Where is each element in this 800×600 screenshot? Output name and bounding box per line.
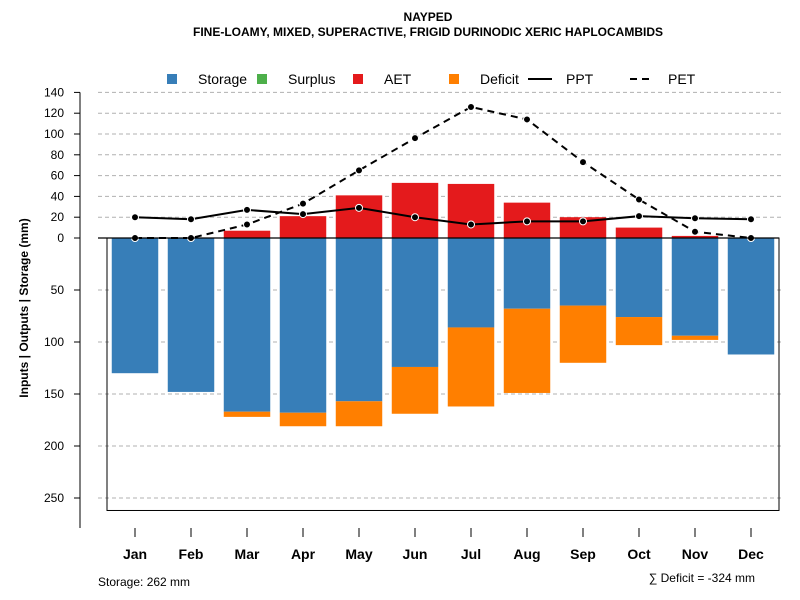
y-tick-label: 0 (57, 231, 64, 245)
aet-bar (615, 227, 663, 238)
pet-point (299, 199, 307, 208)
ppt-point (635, 212, 643, 221)
deficit-bar (559, 305, 607, 363)
legend-label-storage: Storage (198, 71, 247, 87)
ppt-point (747, 215, 755, 224)
legend: Storage Surplus AET Deficit PPT PET (167, 71, 696, 87)
legend-label-surplus: Surplus (288, 71, 335, 87)
ppt-point (131, 213, 139, 222)
deficit-bar (615, 317, 663, 346)
ppt-point (299, 210, 307, 219)
y-tick-label: 150 (44, 387, 64, 401)
axes: 0 20 40 60 80 100 120 140 50 100 150 200 250 Jan Feb Ma… (44, 85, 780, 562)
aet-bar (223, 230, 271, 238)
y-tick-label: 100 (44, 335, 64, 349)
storage-bar (503, 238, 551, 309)
y-tick-label: 60 (51, 169, 65, 183)
storage-bar (335, 238, 383, 402)
y-tick-label: 140 (44, 85, 64, 99)
storage-bar (447, 238, 495, 328)
storage-bar (111, 238, 159, 374)
legend-swatch-aet (353, 74, 363, 84)
storage-bar (279, 238, 327, 413)
deficit-bar (223, 411, 271, 417)
x-tick-label: Nov (682, 546, 709, 562)
storage-footer: Storage: 262 mm (98, 575, 190, 589)
storage-bar (167, 238, 215, 392)
legend-swatch-deficit (449, 74, 459, 84)
pet-point (355, 166, 363, 175)
lines (131, 102, 755, 242)
storage-bar (391, 238, 439, 367)
deficit-bar (335, 401, 383, 427)
pet-line (135, 105, 752, 239)
aet-bar (279, 216, 327, 238)
ppt-point (355, 203, 363, 212)
aet-bar (671, 235, 719, 238)
legend-label-ppt: PPT (566, 71, 594, 87)
pet-point (579, 158, 587, 167)
storage-bar (223, 238, 271, 412)
ppt-point (411, 213, 419, 222)
aet-bar (391, 182, 439, 238)
x-tick-label: Dec (738, 546, 764, 562)
y-tick-label: 120 (44, 106, 64, 120)
storage-bar (559, 238, 607, 306)
ppt-point (467, 220, 475, 229)
storage-bar (615, 238, 663, 318)
x-tick-label: Feb (179, 546, 204, 562)
pet-point (523, 115, 531, 124)
deficit-bar (447, 327, 495, 407)
bars (111, 182, 775, 427)
ppt-point (523, 217, 531, 226)
x-tick-label: Jun (403, 546, 428, 562)
aet-bar (559, 217, 607, 238)
deficit-bar (503, 308, 551, 393)
chart-subtitle: FINE-LOAMY, MIXED, SUPERACTIVE, FRIGID D… (193, 25, 663, 39)
legend-label-aet: AET (384, 71, 412, 87)
ppt-point (187, 215, 195, 224)
storage-bar (671, 238, 719, 336)
aet-bar (447, 183, 495, 238)
y-tick-label: 40 (51, 189, 65, 203)
pet-point (411, 134, 419, 143)
ppt-point (243, 205, 251, 214)
y-axis-label: Inputs | Outputs | Storage (mm) (17, 218, 31, 397)
storage-bar (727, 238, 775, 355)
legend-label-pet: PET (668, 71, 696, 87)
legend-swatch-surplus (257, 74, 267, 84)
y-tick-label: 20 (51, 210, 65, 224)
x-tick-label: Aug (513, 546, 540, 562)
x-tick-label: Apr (291, 546, 316, 562)
y-tick-label: 200 (44, 439, 64, 453)
legend-swatch-storage (167, 74, 177, 84)
chart-title: NAYPED (404, 10, 453, 24)
x-tick-label: Sep (570, 546, 596, 562)
deficit-bar (391, 366, 439, 414)
x-tick-label: Jan (123, 546, 147, 562)
x-tick-label: Oct (627, 546, 651, 562)
deficit-bar (279, 412, 327, 427)
pet-point (635, 195, 643, 204)
y-tick-label: 50 (51, 283, 65, 297)
deficit-footer: ∑ Deficit = -324 mm (649, 571, 755, 585)
pet-point (691, 227, 699, 236)
aet-bar (335, 195, 383, 238)
legend-label-deficit: Deficit (480, 71, 519, 87)
y-tick-label: 80 (51, 148, 65, 162)
ppt-point (579, 217, 587, 226)
x-tick-label: May (345, 546, 372, 562)
x-tick-label: Jul (461, 546, 481, 562)
ppt-point (691, 214, 699, 223)
pet-point (467, 102, 475, 111)
x-tick-label: Mar (235, 546, 260, 562)
ppt-line (134, 206, 752, 226)
y-tick-label: 100 (44, 127, 64, 141)
pet-point (243, 220, 251, 229)
deficit-bar (671, 335, 719, 340)
y-tick-label: 250 (44, 491, 64, 505)
